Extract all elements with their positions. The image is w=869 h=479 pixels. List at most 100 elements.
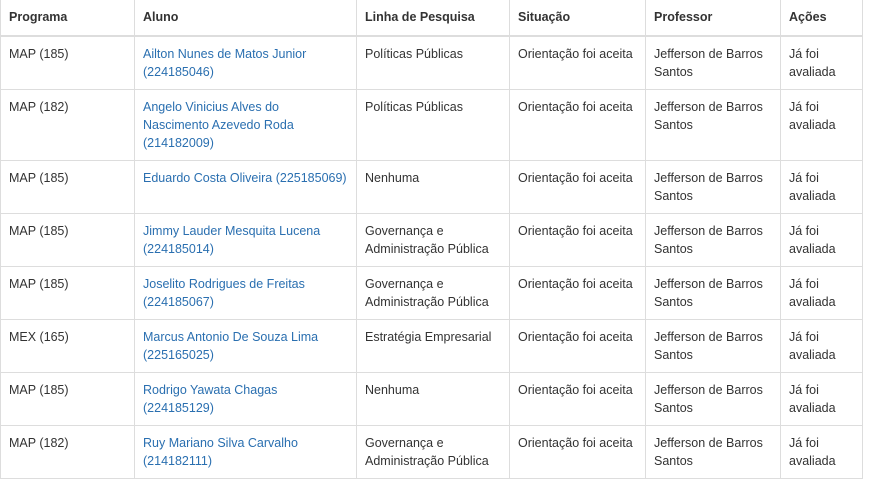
cell-programa: MEX (165)	[0, 319, 135, 373]
cell-aluno: Ruy Mariano Silva Carvalho (214182111)	[134, 425, 357, 479]
cell-acoes: Já foi avaliada	[780, 35, 863, 90]
research-line-text: Políticas Públicas	[365, 100, 463, 114]
student-link[interactable]: Eduardo Costa Oliveira (225185069)	[143, 171, 347, 185]
research-line-text: Governança e	[365, 436, 444, 450]
table-row: MAP (185) Jimmy Lauder Mesquita Lucena (2…	[0, 213, 863, 267]
cell-professor: Jefferson de Barros Santos	[645, 89, 781, 161]
cell-linha-pesquisa: Governança e Administração Pública	[356, 266, 510, 320]
cell-acoes: Já foi avaliada	[780, 319, 863, 373]
action-status-line: Já foi	[789, 100, 819, 114]
professor-line: Santos	[654, 118, 693, 132]
cell-situacao: Orientação foi aceita	[509, 425, 646, 479]
header-professor: Professor	[645, 0, 781, 37]
cell-professor: Jefferson de Barros Santos	[645, 372, 781, 426]
professor-line: Jefferson de Barros	[654, 277, 763, 291]
cell-aluno: Joselito Rodrigues de Freitas (224185067)	[134, 266, 357, 320]
student-link[interactable]: Joselito Rodrigues de Freitas (224185067)	[143, 277, 305, 309]
student-name-line: (214182009)	[143, 136, 214, 150]
action-status-line: Já foi	[789, 47, 819, 61]
cell-linha-pesquisa: Governança e Administração Pública	[356, 425, 510, 479]
header-programa: Programa	[0, 0, 135, 37]
professor-line: Santos	[654, 189, 693, 203]
cell-situacao: Orientação foi aceita	[509, 319, 646, 373]
professor-line: Santos	[654, 401, 693, 415]
action-status-line: avaliada	[789, 242, 836, 256]
cell-linha-pesquisa: Nenhuma	[356, 372, 510, 426]
research-line-text: Governança e	[365, 277, 444, 291]
student-name-line: Ailton Nunes de Matos Junior	[143, 47, 307, 61]
action-status-line: avaliada	[789, 401, 836, 415]
action-status-line: Já foi	[789, 277, 819, 291]
cell-acoes: Já foi avaliada	[780, 160, 863, 214]
cell-situacao: Orientação foi aceita	[509, 266, 646, 320]
cell-aluno: Rodrigo Yawata Chagas (224185129)	[134, 372, 357, 426]
table-header: Programa Aluno Linha de Pesquisa Situaçã…	[0, 0, 863, 37]
professor-line: Santos	[654, 295, 693, 309]
professor-line: Jefferson de Barros	[654, 171, 763, 185]
cell-acoes: Já foi avaliada	[780, 266, 863, 320]
student-name-line: Jimmy Lauder Mesquita Lucena	[143, 224, 321, 238]
action-status-line: Já foi	[789, 383, 819, 397]
student-name-line: Angelo Vinicius Alves do	[143, 100, 279, 114]
student-link[interactable]: Jimmy Lauder Mesquita Lucena (224185014)	[143, 224, 320, 256]
cell-programa: MAP (185)	[0, 372, 135, 426]
professor-line: Jefferson de Barros	[654, 47, 763, 61]
student-name-line: Nascimento Azevedo Roda	[143, 118, 294, 132]
student-name-line: Marcus Antonio De Souza Lima	[143, 330, 319, 344]
cell-programa: MAP (182)	[0, 425, 135, 479]
action-status-line: Já foi	[789, 330, 819, 344]
header-linha-pesquisa: Linha de Pesquisa	[356, 0, 510, 37]
student-name-line: Eduardo Costa Oliveira (225185069)	[143, 171, 347, 185]
cell-professor: Jefferson de Barros Santos	[645, 266, 781, 320]
cell-linha-pesquisa: Nenhuma	[356, 160, 510, 214]
student-name-line: (224185129)	[143, 401, 214, 415]
student-link[interactable]: Ailton Nunes de Matos Junior (224185046)	[143, 47, 306, 79]
cell-linha-pesquisa: Políticas Públicas	[356, 89, 510, 161]
cell-aluno: Marcus Antonio De Souza Lima (225165025)	[134, 319, 357, 373]
cell-situacao: Orientação foi aceita	[509, 372, 646, 426]
table-row: MAP (182) Ruy Mariano Silva Carvalho (214…	[0, 425, 863, 479]
research-line-text: Políticas Públicas	[365, 47, 463, 61]
student-name-line: Joselito Rodrigues de Freitas	[143, 277, 305, 291]
student-name-line: (224185046)	[143, 65, 214, 79]
professor-line: Santos	[654, 348, 693, 362]
cell-linha-pesquisa: Políticas Públicas	[356, 35, 510, 90]
student-name-line: Rodrigo Yawata Chagas	[143, 383, 278, 397]
student-name-line: (224185067)	[143, 295, 214, 309]
student-link[interactable]: Ruy Mariano Silva Carvalho (214182111)	[143, 436, 298, 468]
student-name-line: (225165025)	[143, 348, 214, 362]
cell-aluno: Angelo Vinicius Alves do Nascimento Azeve…	[134, 89, 357, 161]
header-situacao: Situação	[509, 0, 646, 37]
student-link[interactable]: Rodrigo Yawata Chagas (224185129)	[143, 383, 277, 415]
table-body: MAP (185) Ailton Nunes de Matos Junior (2…	[0, 35, 863, 479]
student-name-line: (224185014)	[143, 242, 214, 256]
cell-professor: Jefferson de Barros Santos	[645, 160, 781, 214]
table-row: MAP (185) Ailton Nunes de Matos Junior (2…	[0, 35, 863, 90]
action-status-line: avaliada	[789, 295, 836, 309]
cell-professor: Jefferson de Barros Santos	[645, 425, 781, 479]
research-line-text: Administração Pública	[365, 295, 489, 309]
table-row: MAP (185) Rodrigo Yawata Chagas (22418512…	[0, 372, 863, 426]
cell-situacao: Orientação foi aceita	[509, 160, 646, 214]
cell-acoes: Já foi avaliada	[780, 213, 863, 267]
professor-line: Jefferson de Barros	[654, 436, 763, 450]
cell-aluno: Jimmy Lauder Mesquita Lucena (224185014)	[134, 213, 357, 267]
cell-situacao: Orientação foi aceita	[509, 35, 646, 90]
cell-professor: Jefferson de Barros Santos	[645, 213, 781, 267]
research-line-text: Nenhuma	[365, 383, 420, 397]
professor-line: Jefferson de Barros	[654, 330, 763, 344]
cell-acoes: Já foi avaliada	[780, 425, 863, 479]
research-line-text: Estratégia Empresarial	[365, 330, 492, 344]
cell-professor: Jefferson de Barros Santos	[645, 319, 781, 373]
table-row: MEX (165) Marcus Antonio De Souza Lima (2…	[0, 319, 863, 373]
table-row: MAP (182) Angelo Vinicius Alves do Nascim…	[0, 89, 863, 161]
student-link[interactable]: Marcus Antonio De Souza Lima (225165025)	[143, 330, 318, 362]
cell-programa: MAP (182)	[0, 89, 135, 161]
cell-linha-pesquisa: Governança e Administração Pública	[356, 213, 510, 267]
action-status-line: avaliada	[789, 65, 836, 79]
student-link[interactable]: Angelo Vinicius Alves do Nascimento Azeve…	[143, 100, 294, 150]
cell-situacao: Orientação foi aceita	[509, 213, 646, 267]
cell-professor: Jefferson de Barros Santos	[645, 35, 781, 90]
table-row: MAP (185) Joselito Rodrigues de Freitas (…	[0, 266, 863, 320]
